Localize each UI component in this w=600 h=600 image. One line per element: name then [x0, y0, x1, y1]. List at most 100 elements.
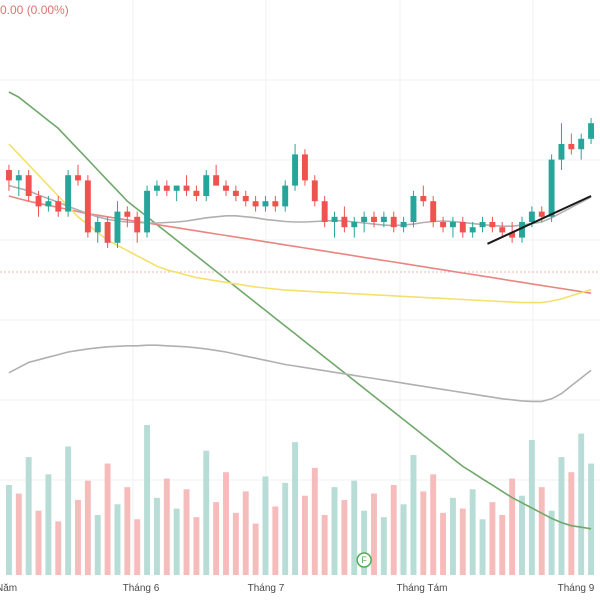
x-tick-label: Tháng 9	[558, 583, 595, 594]
candle-body[interactable]	[371, 216, 377, 222]
candle-body[interactable]	[134, 216, 141, 233]
candle-body[interactable]	[578, 138, 585, 150]
candle-body[interactable]	[341, 216, 348, 228]
candle-body[interactable]	[25, 175, 32, 196]
volume-bar	[15, 493, 22, 575]
candle-body[interactable]	[519, 222, 525, 238]
candle-body[interactable]	[509, 232, 516, 238]
volume-bar	[134, 519, 141, 575]
candle-body[interactable]	[65, 175, 72, 212]
volume-bar	[242, 491, 249, 575]
candle-body[interactable]	[272, 201, 279, 207]
x-tick-label: Tháng 7	[248, 583, 285, 594]
volume-bar	[124, 487, 131, 575]
candle-body[interactable]	[449, 222, 456, 228]
candle-body[interactable]	[361, 216, 368, 222]
candle-body[interactable]	[400, 222, 407, 228]
candle-body[interactable]	[380, 216, 387, 222]
candle-body[interactable]	[153, 185, 160, 191]
ma-line-green	[8, 91, 592, 530]
candle-body[interactable]	[440, 222, 447, 228]
candle-body[interactable]	[144, 190, 151, 233]
candle-body[interactable]	[301, 154, 308, 181]
candle-body[interactable]	[173, 185, 180, 191]
candle-body[interactable]	[5, 170, 12, 181]
candle-body[interactable]	[469, 227, 476, 233]
volume-bar	[5, 485, 12, 575]
candle-body[interactable]	[499, 227, 506, 233]
volume-bar	[301, 495, 308, 575]
candle-body[interactable]	[538, 211, 545, 217]
candle-body[interactable]	[489, 222, 496, 228]
candle-body[interactable]	[548, 159, 555, 217]
candle-body[interactable]	[410, 196, 417, 222]
volume-bar	[489, 502, 496, 575]
volume-bar	[282, 482, 289, 575]
volume-bar	[588, 463, 595, 575]
volume-bar	[163, 478, 170, 575]
volume-bar	[272, 506, 279, 575]
candle-body[interactable]	[558, 144, 565, 160]
event-marker[interactable]: F	[356, 552, 372, 568]
volume-bar	[223, 472, 229, 575]
candle-body[interactable]	[252, 201, 259, 207]
volume-bar	[568, 472, 575, 575]
volume-bar	[351, 480, 358, 575]
volume-bar	[262, 476, 269, 575]
candle-body[interactable]	[193, 190, 200, 196]
candle-body[interactable]	[311, 180, 318, 202]
candle-body[interactable]	[232, 190, 239, 196]
x-tick-label: Năm	[0, 583, 17, 594]
volume-bar	[390, 485, 397, 575]
candle-body[interactable]	[84, 180, 91, 233]
ma-line-gray	[8, 184, 592, 227]
candle-body[interactable]	[163, 185, 170, 191]
candle-body[interactable]	[282, 185, 289, 207]
candle-body[interactable]	[213, 175, 220, 186]
candle-body[interactable]	[45, 201, 52, 207]
candle-body[interactable]	[35, 196, 42, 207]
candle-body[interactable]	[568, 144, 575, 150]
candle-layer[interactable]	[5, 118, 595, 248]
candle-body[interactable]	[203, 175, 210, 196]
candle-body[interactable]	[114, 211, 121, 243]
volume-bar	[232, 512, 239, 575]
volume-bar	[65, 446, 72, 575]
event-badge-icon[interactable]	[356, 552, 372, 568]
volume-bar	[420, 491, 427, 575]
candle-body[interactable]	[420, 196, 427, 202]
candle-body[interactable]	[183, 185, 190, 191]
candle-body[interactable]	[479, 222, 486, 228]
candle-body[interactable]	[430, 201, 437, 222]
candle-body[interactable]	[292, 154, 299, 186]
candle-body[interactable]	[321, 201, 328, 222]
candle-body[interactable]	[15, 175, 22, 181]
candle-body[interactable]	[104, 222, 111, 243]
volume-bar	[45, 474, 52, 575]
candle-body[interactable]	[223, 185, 229, 191]
volume-bar	[321, 515, 328, 575]
volume-bar	[479, 519, 486, 575]
trend-line[interactable]	[487, 195, 592, 245]
candle-body[interactable]	[331, 216, 338, 222]
candle-body[interactable]	[390, 216, 397, 228]
volume-bar	[341, 500, 348, 575]
candle-body[interactable]	[124, 211, 131, 217]
candle-body[interactable]	[55, 201, 62, 212]
volume-bar	[311, 467, 318, 575]
candle-body[interactable]	[528, 211, 535, 222]
candle-body[interactable]	[351, 222, 358, 228]
price-change-readout: 0.00 (0.00%)	[0, 3, 69, 17]
candle-body[interactable]	[459, 222, 466, 233]
candle-body[interactable]	[588, 123, 595, 139]
candle-body[interactable]	[75, 175, 81, 181]
candle-body[interactable]	[242, 196, 249, 202]
volume-bar	[213, 502, 220, 575]
volume-bar	[410, 455, 417, 575]
volume-bar	[459, 508, 466, 575]
volume-bar	[203, 450, 210, 575]
volume-bar	[104, 463, 111, 575]
candle-body[interactable]	[94, 222, 101, 233]
candle-body[interactable]	[262, 201, 269, 207]
